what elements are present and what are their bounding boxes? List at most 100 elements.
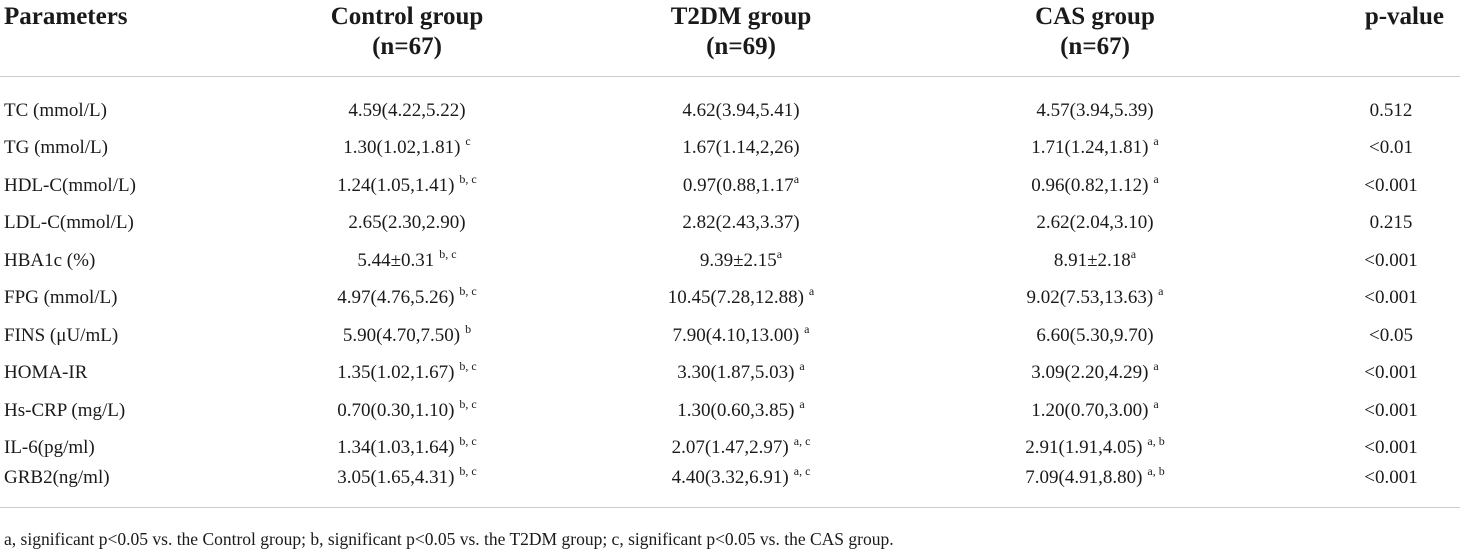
control-value: 4.59(4.22,5.22) bbox=[348, 99, 466, 121]
significance-marker: a bbox=[1158, 284, 1164, 299]
t2dm-value-cell: 9.39±2.15a bbox=[574, 242, 908, 280]
cas-value-cell: 1.71(1.24,1.81) a bbox=[908, 130, 1282, 168]
significance-marker: a, b bbox=[1147, 434, 1165, 449]
cas-value-cell: 0.96(0.82,1.12) a bbox=[908, 167, 1282, 205]
parameter-name: TC (mmol/L) bbox=[4, 99, 107, 121]
cas-value: 6.60(5.30,9.70) bbox=[1036, 324, 1154, 346]
t2dm-value: 1.67(1.14,2,26) bbox=[682, 137, 800, 159]
significance-marker: a bbox=[793, 171, 800, 186]
significance-marker: a bbox=[1130, 246, 1137, 261]
cas-value-cell: 9.02(7.53,13.63) a bbox=[908, 280, 1282, 318]
table-row: HBA1c (%) 5.44±0.31 b, c 9.39±2.15a 8.91±2.1… bbox=[0, 242, 1460, 280]
significance-marker: b bbox=[465, 321, 472, 336]
significance-marker: a bbox=[808, 284, 815, 299]
control-value: 3.05(1.65,4.31) bbox=[337, 467, 455, 488]
p-value: <0.001 bbox=[1364, 362, 1418, 384]
cas-value: 1.71(1.24,1.81) bbox=[1031, 137, 1149, 159]
t2dm-value: 10.45(7.28,12.88) bbox=[667, 287, 804, 309]
table-row: LDL-C(mmol/L) 2.65(2.30,2.90) 2.82(2.43,3.… bbox=[0, 205, 1460, 243]
parameter-name: GRB2(ng/ml) bbox=[0, 467, 240, 508]
significance-marker: b, c bbox=[459, 171, 477, 186]
parameter-name: HBA1c (%) bbox=[4, 249, 96, 271]
header-control-group: Control group (n=67) bbox=[240, 0, 574, 77]
t2dm-value: 1.30(0.60,3.85) bbox=[677, 399, 795, 421]
p-value: 0.215 bbox=[1369, 212, 1413, 234]
significance-marker: a, b bbox=[1147, 464, 1165, 478]
control-value: 5.90(4.70,7.50) bbox=[342, 324, 461, 346]
t2dm-value-cell: 10.45(7.28,12.88) a bbox=[574, 280, 908, 318]
header-row: Parameters Control group (n=67) T2DM gro… bbox=[0, 0, 1460, 77]
table-row: TG (mmol/L) 1.30(1.02,1.81) c 1.67(1.14,2,2… bbox=[0, 130, 1460, 168]
control-value-cell: 3.05(1.65,4.31) b, c bbox=[240, 465, 574, 508]
p-value: <0.001 bbox=[1364, 287, 1418, 309]
control-value-cell: 1.24(1.05,1.41) b, c bbox=[240, 167, 574, 205]
significance-marker: b, c bbox=[459, 434, 477, 449]
parameter-name: TG (mmol/L) bbox=[4, 137, 108, 159]
p-value: <0.001 bbox=[1364, 174, 1418, 196]
t2dm-value: 4.62(3.94,5.41) bbox=[682, 99, 800, 121]
table-row: HDL-C(mmol/L) 1.24(1.05,1.41) b, c 0.97(0.8… bbox=[0, 167, 1460, 205]
p-value: 0.512 bbox=[1369, 99, 1413, 121]
table-footnote: a, significant p<0.05 vs. the Control gr… bbox=[4, 529, 894, 549]
cas-value: 3.09(2.20,4.29) bbox=[1031, 362, 1149, 384]
p-value: <0.001 bbox=[1282, 467, 1460, 508]
parameter-name: FPG (mmol/L) bbox=[4, 287, 118, 309]
parameter-name: HDL-C(mmol/L) bbox=[4, 174, 136, 196]
cas-value-cell: 1.20(0.70,3.00) a bbox=[908, 392, 1282, 430]
t2dm-value-cell: 0.97(0.88,1.17a bbox=[574, 167, 908, 205]
t2dm-value-cell: 1.30(0.60,3.85) a bbox=[574, 392, 908, 430]
control-value-cell: 5.90(4.70,7.50) b bbox=[240, 317, 574, 355]
cas-value-cell: 8.91±2.18a bbox=[908, 242, 1282, 280]
cas-value: 2.62(2.04,3.10) bbox=[1036, 212, 1154, 234]
cas-value-cell: 4.57(3.94,5.39) bbox=[908, 92, 1282, 130]
t2dm-value: 3.30(1.87,5.03) bbox=[677, 362, 795, 384]
table-row: FINS (μU/mL) 5.90(4.70,7.50) b 7.90(4.10,13… bbox=[0, 317, 1460, 355]
p-value: <0.01 bbox=[1369, 137, 1413, 159]
significance-marker: a, c bbox=[793, 434, 811, 449]
cas-value-cell: 7.09(4.91,8.80) a, b bbox=[908, 464, 1282, 508]
significance-marker: a bbox=[804, 321, 810, 336]
significance-marker: a bbox=[799, 396, 805, 411]
cas-value-cell: 2.62(2.04,3.10) bbox=[908, 205, 1282, 243]
table-row: HOMA-IR 1.35(1.02,1.67) b, c 3.30(1.87,5.03… bbox=[0, 355, 1460, 393]
cas-value: 8.91±2.18 bbox=[1053, 249, 1131, 271]
header-parameters: Parameters bbox=[0, 0, 240, 77]
t2dm-value: 4.40(3.32,6.91) bbox=[671, 467, 789, 488]
p-value: <0.001 bbox=[1364, 399, 1418, 421]
parameter-name: FINS (μU/mL) bbox=[4, 324, 119, 346]
header-cas-group: CAS group (n=67) bbox=[908, 0, 1282, 77]
cas-value: 0.96(0.82,1.12) bbox=[1031, 174, 1149, 196]
significance-marker: c bbox=[465, 134, 471, 149]
p-value: <0.001 bbox=[1364, 249, 1418, 271]
control-value-cell: 4.59(4.22,5.22) bbox=[240, 92, 574, 130]
control-value-cell: 1.35(1.02,1.67) b, c bbox=[240, 355, 574, 393]
t2dm-value-cell: 1.67(1.14,2,26) bbox=[574, 130, 908, 168]
t2dm-value: 0.97(0.88,1.17 bbox=[682, 174, 794, 196]
control-value: 1.24(1.05,1.41) bbox=[337, 174, 455, 196]
significance-marker: b, c bbox=[459, 359, 477, 374]
t2dm-value-cell: 2.82(2.43,3.37) bbox=[574, 205, 908, 243]
table-row: FPG (mmol/L) 4.97(4.76,5.26) b, c 10.45(7.2… bbox=[0, 280, 1460, 318]
t2dm-value-cell: 4.40(3.32,6.91) a, c bbox=[574, 465, 908, 508]
data-table: Parameters Control group (n=67) T2DM gro… bbox=[0, 0, 1460, 508]
parameter-name: IL-6(pg/ml) bbox=[4, 437, 95, 459]
control-value-cell: 1.30(1.02,1.81) c bbox=[240, 130, 574, 168]
control-value-cell: 5.44±0.31 b, c bbox=[240, 242, 574, 280]
cas-value: 2.91(1.91,4.05) bbox=[1025, 437, 1143, 459]
control-value: 4.97(4.76,5.26) bbox=[337, 287, 455, 309]
table-row: IL-6(pg/ml) 1.34(1.03,1.64) b, c 2.07(1.47,… bbox=[0, 430, 1460, 468]
cas-value: 1.20(0.70,3.00) bbox=[1031, 399, 1149, 421]
control-value: 2.65(2.30,2.90) bbox=[348, 212, 466, 234]
significance-marker: b, c bbox=[439, 246, 457, 261]
significance-marker: a bbox=[1153, 396, 1159, 411]
t2dm-value: 2.82(2.43,3.37) bbox=[682, 212, 800, 234]
control-value-cell: 4.97(4.76,5.26) b, c bbox=[240, 280, 574, 318]
t2dm-value: 2.07(1.47,2.97) bbox=[671, 437, 789, 459]
t2dm-value: 9.39±2.15 bbox=[699, 249, 777, 271]
t2dm-value-cell: 2.07(1.47,2.97) a, c bbox=[574, 430, 908, 468]
significance-marker: b, c bbox=[459, 396, 477, 411]
control-value: 1.30(1.02,1.81) bbox=[343, 137, 461, 159]
parameter-name: HOMA-IR bbox=[4, 362, 88, 384]
t2dm-value: 7.90(4.10,13.00) bbox=[672, 324, 800, 346]
